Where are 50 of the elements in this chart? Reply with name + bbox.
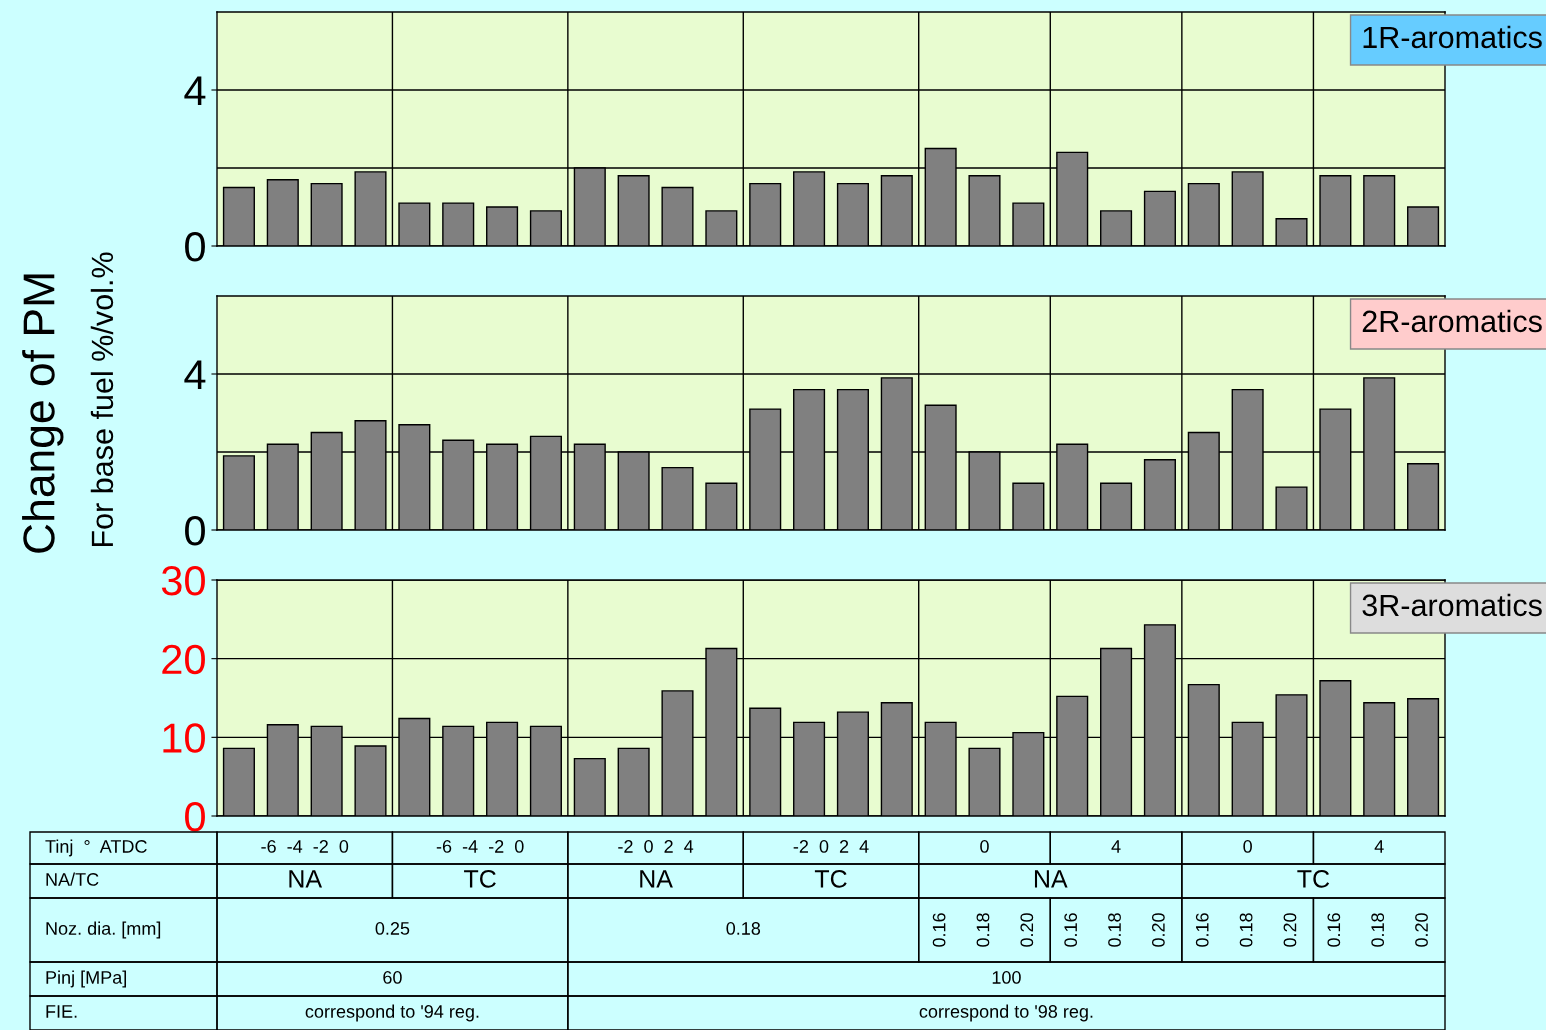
text: 4 [1111,840,1121,853]
text: NA [289,870,323,888]
text: 100 [992,971,1021,984]
text: 0.16 [1195,913,1209,947]
text: NA/TC [46,872,99,886]
text: 0.25 [375,922,410,935]
text: TC [1297,870,1330,888]
annotation: 1R-aromatics [1363,25,1542,49]
y-tick-label: 30 [161,566,205,596]
text: 0.16 [1327,913,1341,947]
y-tick-label: 10 [163,723,205,753]
text: 0 [980,840,989,853]
text: 0.20 [1020,913,1034,947]
y-tick-label: 4 [184,76,206,106]
text: -2 0 2 4 [618,840,694,853]
text: 0 [1243,840,1252,853]
text: Tinj ° ATDC [45,839,147,857]
annotation: 3R-aromatics [1362,593,1542,617]
y-tick-label: 0 [185,516,205,546]
y-tick-label: 0 [185,232,205,262]
text: -6 -4 -2 0 [436,840,524,853]
text: 0.18 [1108,913,1121,947]
text: 0.16 [1064,913,1078,947]
y-tick-label: 0 [185,802,205,832]
text: TC [464,870,496,888]
text: Noz. dia. [mm] [46,921,161,939]
text: TC [814,870,847,888]
text: -6 -4 -2 0 [261,840,349,853]
text: FIE. [46,1005,77,1018]
text: 0.20 [1151,913,1165,947]
text: 0.18 [1371,913,1385,947]
annotation: 2R-aromatics [1362,309,1542,333]
y-tick-label: 20 [162,644,205,675]
text: NA [1034,870,1068,888]
text: Pinj [MPa] [46,970,126,988]
text: 0.18 [726,922,761,935]
text: 0.18 [1239,913,1253,947]
text: -2 0 2 4 [793,840,869,853]
text: 0.20 [1283,913,1297,947]
text: 4 [1374,840,1384,853]
text: 0.20 [1415,913,1428,947]
text: 60 [383,971,402,984]
text: NA [640,870,673,888]
text: correspond to '94 reg. [305,1004,479,1022]
text: correspond to '98 reg. [919,1004,1093,1022]
text: 0.16 [932,913,946,947]
text: For base fuel %/vol.% [90,252,114,547]
y-axis-title: Change of PM [22,274,64,553]
text: 0.18 [976,913,990,947]
y-tick-label: 4 [184,360,206,390]
